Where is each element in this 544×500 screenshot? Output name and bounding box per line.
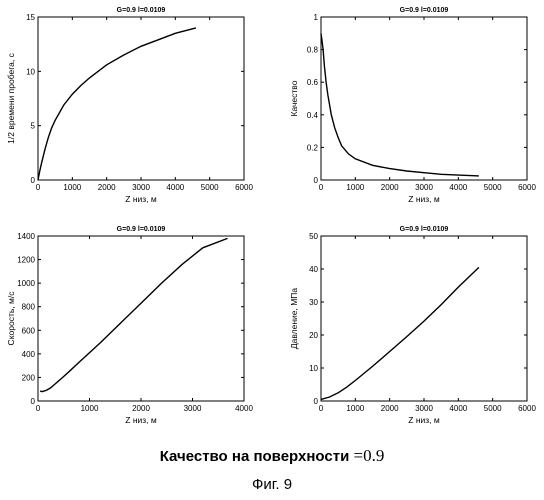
x-tick-label: 4000 xyxy=(235,404,253,413)
y-tick-label: 0.4 xyxy=(307,111,319,120)
x-tick-label: 0 xyxy=(319,183,324,192)
y-tick-label: 1200 xyxy=(17,256,35,265)
y-tick-label: 0 xyxy=(314,176,319,185)
y-tick-label: 0 xyxy=(314,397,319,406)
chart-title: G=0.9 l=0.0109 xyxy=(117,7,166,14)
plot-frame xyxy=(321,236,527,401)
x-tick-label: 2000 xyxy=(132,404,150,413)
y-tick-label: 0.6 xyxy=(307,78,319,87)
x-tick-label: 5000 xyxy=(201,183,219,192)
x-tick-label: 0 xyxy=(36,183,41,192)
plot-frame xyxy=(38,236,244,401)
chart-pressure: G=0.9 l=0.0109 0 1000 2000 3000 4000 5000 6000 0… xyxy=(289,226,536,425)
chart-title: G=0.9 l=0.0109 xyxy=(400,226,449,233)
y-axis-label: Качество xyxy=(289,80,299,116)
x-tick-label: 4000 xyxy=(166,183,184,192)
x-tick-label: 5000 xyxy=(484,183,502,192)
caption-text: Качество на поверхности xyxy=(160,448,350,465)
y-axis-label: 1/2 времени пробега, с xyxy=(6,52,16,143)
y-tick-label: 20 xyxy=(309,331,318,340)
chart-title: G=0.9 l=0.0109 xyxy=(400,7,449,14)
series-line xyxy=(321,267,479,399)
y-axis-label: Скорость, м/с xyxy=(6,291,16,346)
y-tick-label: 800 xyxy=(22,303,36,312)
y-tick-label: 600 xyxy=(22,326,36,335)
charts-canvas: G=0.9 l=0.010901000200030004000500060000… xyxy=(0,0,544,440)
y-tick-label: 0.8 xyxy=(307,46,319,55)
x-tick-label: 3000 xyxy=(132,183,150,192)
y-tick-label: 200 xyxy=(22,373,36,382)
y-tick-label: 0.2 xyxy=(307,143,319,152)
x-axis-label: Z низ, м xyxy=(408,415,440,425)
y-tick-label: 30 xyxy=(309,298,318,307)
y-tick-label: 50 xyxy=(309,232,318,241)
x-tick-label: 1000 xyxy=(63,183,81,192)
y-tick-label: 1 xyxy=(314,13,319,22)
caption-value: 0.9 xyxy=(363,446,384,465)
x-tick-label: 3000 xyxy=(184,404,202,413)
x-tick-label: 3000 xyxy=(415,183,433,192)
x-tick-label: 3000 xyxy=(415,404,433,413)
x-tick-label: 6000 xyxy=(518,183,536,192)
y-axis-label: Давление, МПа xyxy=(289,288,299,350)
y-tick-label: 10 xyxy=(309,364,318,373)
y-tick-label: 400 xyxy=(22,350,36,359)
x-tick-label: 6000 xyxy=(518,404,536,413)
x-tick-label: 4000 xyxy=(449,404,467,413)
x-tick-label: 2000 xyxy=(381,183,399,192)
x-axis-label: Z низ, м xyxy=(125,415,157,425)
series-line xyxy=(40,238,227,391)
chart-title: G=0.9 l=0.0109 xyxy=(117,226,166,233)
y-tick-label: 10 xyxy=(26,67,35,76)
x-tick-label: 6000 xyxy=(235,183,253,192)
chart-quality: G=0.9 l=0.0109 0 1000 2000 3000 4000 5000 6000 0… xyxy=(289,7,536,204)
y-tick-label: 1000 xyxy=(17,279,35,288)
x-tick-label: 2000 xyxy=(381,404,399,413)
figure-label: Фиг. 9 xyxy=(0,476,544,493)
x-tick-label: 1000 xyxy=(81,404,99,413)
y-tick-label: 0 xyxy=(31,397,36,406)
x-tick-label: 1000 xyxy=(346,404,364,413)
chart-velocity: G=0.9 l=0.0109 0 1000 2000 3000 4000 0 200 400 60… xyxy=(6,226,253,425)
x-tick-label: 5000 xyxy=(484,404,502,413)
series-line xyxy=(321,33,479,176)
x-tick-label: 4000 xyxy=(449,183,467,192)
x-axis-label: Z низ, м xyxy=(408,194,440,204)
surface-quality-caption: Качество на поверхности =0.9 xyxy=(0,446,544,466)
caption-equals: = xyxy=(353,446,363,465)
x-tick-label: 0 xyxy=(36,404,41,413)
x-tick-label: 0 xyxy=(319,404,324,413)
chart-half-travel-time: G=0.9 l=0.0109 0 1000 2000 3000 4000 5000 6000 0… xyxy=(6,7,253,204)
y-tick-label: 40 xyxy=(309,265,318,274)
y-tick-label: 5 xyxy=(31,122,36,131)
y-tick-label: 1400 xyxy=(17,232,35,241)
series-line xyxy=(38,28,196,180)
x-axis-label: Z низ, м xyxy=(125,194,157,204)
x-tick-label: 2000 xyxy=(98,183,116,192)
y-tick-label: 0 xyxy=(31,176,36,185)
y-tick-label: 15 xyxy=(26,13,35,22)
x-tick-label: 1000 xyxy=(346,183,364,192)
